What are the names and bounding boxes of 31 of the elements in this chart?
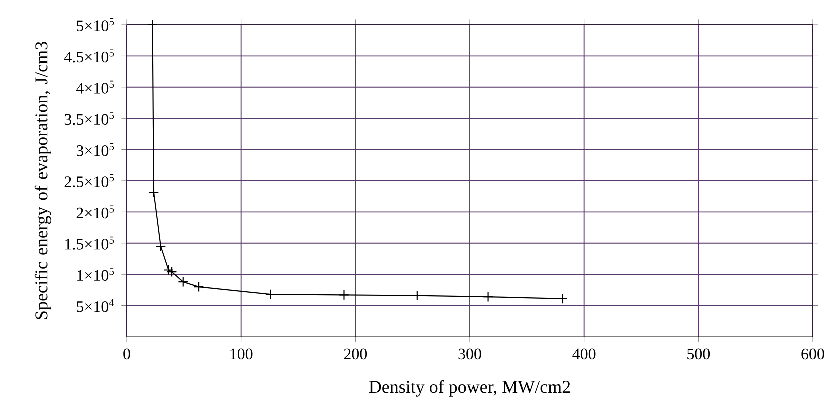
y-tick-label: 3×10$^{5}$	[76, 143, 114, 156]
point	[148, 188, 160, 198]
y-axis-title: Specific energy of evaporation, J/cm3	[34, 42, 52, 320]
x-tick-label: 100	[230, 348, 253, 360]
point	[178, 276, 189, 288]
x-tick-label: 600	[802, 348, 824, 360]
x-tick-label: 500	[688, 348, 710, 360]
point	[148, 20, 158, 30]
point	[412, 290, 423, 302]
y-tick-label: 1.5×10$^{5}$	[66, 236, 114, 250]
y-tick-label: 5×10$^{5}$	[77, 18, 114, 32]
point	[194, 282, 204, 292]
y-tick-label: 5×10$^{4}$	[77, 299, 114, 312]
point	[483, 292, 494, 302]
point	[164, 265, 174, 276]
x-tick-label: 200	[344, 348, 368, 360]
y-tick-label: 2.5×10$^{5}$	[64, 174, 114, 188]
point	[156, 241, 166, 252]
y-tick-label: 4×10$^{5}$	[76, 80, 114, 94]
x-tick-label: 0	[124, 348, 130, 360]
x-axis-title: Density of power, MW/cm2	[369, 380, 570, 397]
point	[557, 294, 568, 304]
x-tick-label: 300	[458, 348, 482, 360]
point	[166, 266, 178, 278]
x-tick-label: 400	[572, 348, 596, 360]
y-tick-label: 1×10$^{5}$	[78, 268, 114, 282]
point	[266, 289, 276, 300]
y-tick-label: 4.5×10$^{5}$	[64, 50, 114, 63]
point	[339, 290, 350, 300]
y-tick-label: 2×10$^{5}$	[76, 206, 114, 219]
y-tick-label: 3.5×10$^{5}$	[64, 112, 114, 126]
